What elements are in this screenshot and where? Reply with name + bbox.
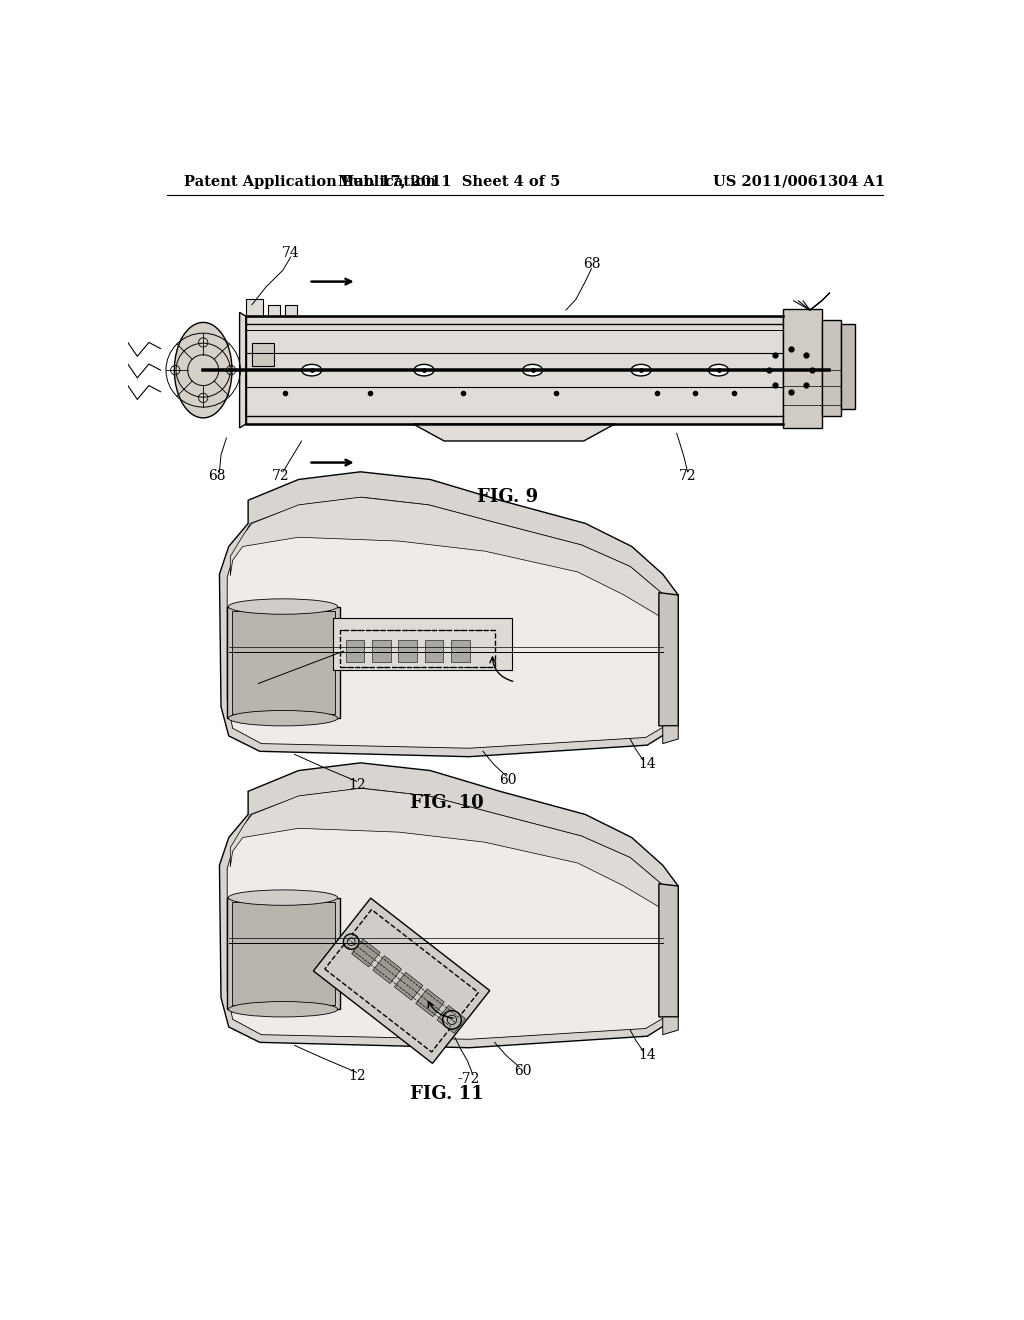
Text: FIG. 11: FIG. 11 <box>411 1085 484 1104</box>
Polygon shape <box>394 973 423 1001</box>
Bar <box>246 317 783 424</box>
Text: 68: 68 <box>208 470 226 483</box>
Circle shape <box>343 935 359 949</box>
Text: 72: 72 <box>679 470 696 483</box>
Bar <box>252 343 273 367</box>
Polygon shape <box>219 471 678 756</box>
Ellipse shape <box>228 599 338 614</box>
Bar <box>334 618 512 671</box>
Polygon shape <box>227 498 675 748</box>
Ellipse shape <box>709 364 729 376</box>
Polygon shape <box>240 313 246 428</box>
Ellipse shape <box>414 364 434 376</box>
Bar <box>425 640 443 663</box>
Polygon shape <box>219 763 678 1048</box>
Ellipse shape <box>228 1002 338 1016</box>
Polygon shape <box>373 956 401 983</box>
Ellipse shape <box>522 364 543 376</box>
Text: 12: 12 <box>348 1069 366 1084</box>
Polygon shape <box>230 498 662 615</box>
Polygon shape <box>227 788 675 1039</box>
Circle shape <box>442 1011 461 1030</box>
Polygon shape <box>351 939 380 968</box>
Bar <box>398 640 417 663</box>
Bar <box>227 898 340 1010</box>
Text: 60: 60 <box>514 1064 532 1078</box>
Text: FIG. 9: FIG. 9 <box>477 488 539 506</box>
Bar <box>231 611 335 714</box>
Text: 68: 68 <box>583 257 600 271</box>
Ellipse shape <box>228 890 338 906</box>
Text: FIG. 10: FIG. 10 <box>411 793 484 812</box>
Polygon shape <box>437 1006 466 1034</box>
Bar <box>227 607 340 718</box>
Polygon shape <box>663 1016 678 1035</box>
Text: -72: -72 <box>458 1072 480 1085</box>
Bar <box>783 309 821 428</box>
Text: Mar. 17, 2011  Sheet 4 of 5: Mar. 17, 2011 Sheet 4 of 5 <box>339 174 561 189</box>
Polygon shape <box>313 898 489 1064</box>
Polygon shape <box>658 593 678 726</box>
Text: 12: 12 <box>348 779 366 792</box>
Ellipse shape <box>228 710 338 726</box>
Text: 14: 14 <box>638 1048 656 1063</box>
Bar <box>821 321 841 416</box>
Polygon shape <box>658 884 678 1016</box>
Bar <box>452 640 470 663</box>
Polygon shape <box>230 788 662 907</box>
Text: 14: 14 <box>638 758 656 771</box>
Bar <box>267 305 280 317</box>
Text: 60: 60 <box>499 772 516 787</box>
Bar <box>246 300 263 317</box>
Text: 74: 74 <box>282 246 300 260</box>
Ellipse shape <box>174 322 232 418</box>
Bar <box>841 323 855 409</box>
Bar <box>340 630 495 667</box>
Bar <box>231 903 335 1005</box>
Bar <box>346 640 365 663</box>
Polygon shape <box>414 424 614 441</box>
Text: US 2011/0061304 A1: US 2011/0061304 A1 <box>713 174 885 189</box>
Ellipse shape <box>631 364 651 376</box>
Polygon shape <box>663 726 678 743</box>
Text: 72: 72 <box>271 470 290 483</box>
Ellipse shape <box>302 364 322 376</box>
Text: Patent Application Publication: Patent Application Publication <box>183 174 436 189</box>
Polygon shape <box>416 989 444 1016</box>
Bar <box>372 640 391 663</box>
Bar <box>285 305 297 317</box>
